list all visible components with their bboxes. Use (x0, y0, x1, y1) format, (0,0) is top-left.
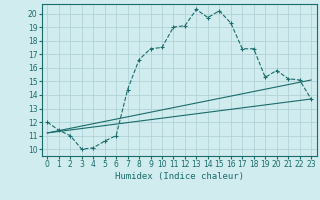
X-axis label: Humidex (Indice chaleur): Humidex (Indice chaleur) (115, 172, 244, 181)
